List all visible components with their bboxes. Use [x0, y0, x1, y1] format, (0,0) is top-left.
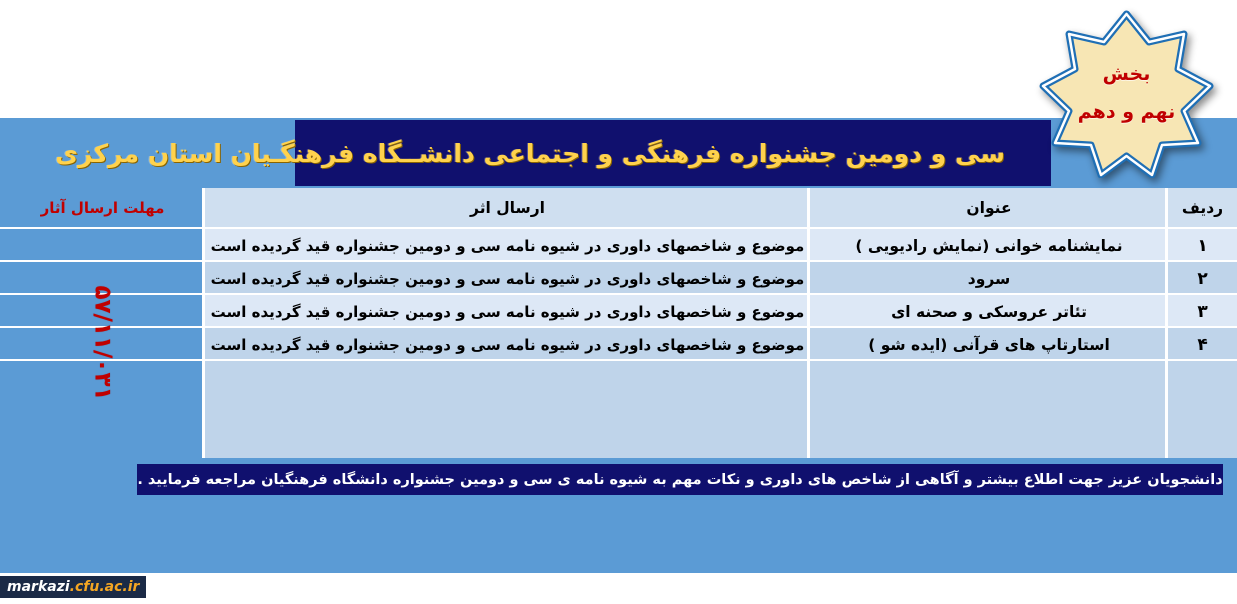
cell-radif: ۳ [1168, 295, 1237, 328]
cell-radif: ۴ [1168, 328, 1237, 361]
cell-radif: ۱ [1168, 229, 1237, 262]
filler-onvan [810, 360, 1168, 458]
cell-radif: ۲ [1168, 262, 1237, 295]
section-badge: بخش نهم و دهم [1024, 8, 1229, 178]
cell-onvan: نمایشنامه خوانی (نمایش رادیویی ) [810, 229, 1168, 262]
cell-mohlat [0, 295, 205, 328]
cell-onvan: تئاتر عروسکی و صحنه ای [810, 295, 1168, 328]
table-row: ۱ نمایشنامه خوانی (نمایش رادیویی ) موضوع… [0, 229, 1237, 262]
table-row: ۳ تئاتر عروسکی و صحنه ای موضوع و شاخصهای… [0, 295, 1237, 328]
star-icon [1039, 10, 1214, 178]
watermark-domain: .cfu.ac.ir [69, 579, 140, 595]
table-header-row: ردیف عنوان ارسال اثر مهلت ارسال آثار [0, 188, 1237, 228]
events-table: ردیف عنوان ارسال اثر مهلت ارسال آثار ۱ ن… [0, 188, 1237, 458]
cell-onvan: استارتاپ های قرآنی (ایده شو ) [810, 328, 1168, 361]
watermark-name: markazi [7, 579, 70, 595]
column-header-radif: ردیف [1168, 188, 1237, 228]
footer-note: دانشجویان عزیز جهت اطلاع بیشتر و آگاهی ا… [137, 464, 1223, 495]
column-separator [1165, 188, 1168, 458]
row-separator [0, 227, 1237, 229]
cell-ersal: موضوع و شاخصهای داوری در شیوه نامه سی و … [205, 262, 810, 295]
cell-ersal: موضوع و شاخصهای داوری در شیوه نامه سی و … [205, 229, 810, 262]
site-watermark: markazi .cfu.ac.ir [0, 576, 147, 598]
cell-mohlat [0, 229, 205, 262]
table-empty-area [0, 360, 1237, 458]
filler-ersal [205, 360, 810, 458]
column-separator [202, 188, 205, 458]
filler-mohlat [0, 360, 205, 458]
row-separator [0, 293, 1237, 295]
table-row: ۴ استارتاپ های قرآنی (ایده شو ) موضوع و … [0, 328, 1237, 361]
cell-ersal: موضوع و شاخصهای داوری در شیوه نامه سی و … [205, 328, 810, 361]
table-row: ۲ سرود موضوع و شاخصهای داوری در شیوه نام… [0, 262, 1237, 295]
bottom-white-strip [0, 573, 1237, 604]
cell-mohlat [0, 262, 205, 295]
column-header-onvan: عنوان [810, 188, 1168, 228]
cell-ersal: موضوع و شاخصهای داوری در شیوه نامه سی و … [205, 295, 810, 328]
page-title: سی و دومین جشنواره فرهنگی و اجتماعی دانش… [55, 138, 1005, 168]
cell-mohlat [0, 328, 205, 361]
column-separator [807, 188, 810, 458]
row-separator [0, 359, 1237, 361]
filler-radif [1168, 360, 1237, 458]
column-header-ersal: ارسال اثر [205, 188, 810, 228]
row-separator [0, 326, 1237, 328]
row-separator [0, 260, 1237, 262]
column-header-mohlat: مهلت ارسال آثار [0, 188, 205, 228]
cell-onvan: سرود [810, 262, 1168, 295]
title-navy-box [295, 120, 1051, 186]
